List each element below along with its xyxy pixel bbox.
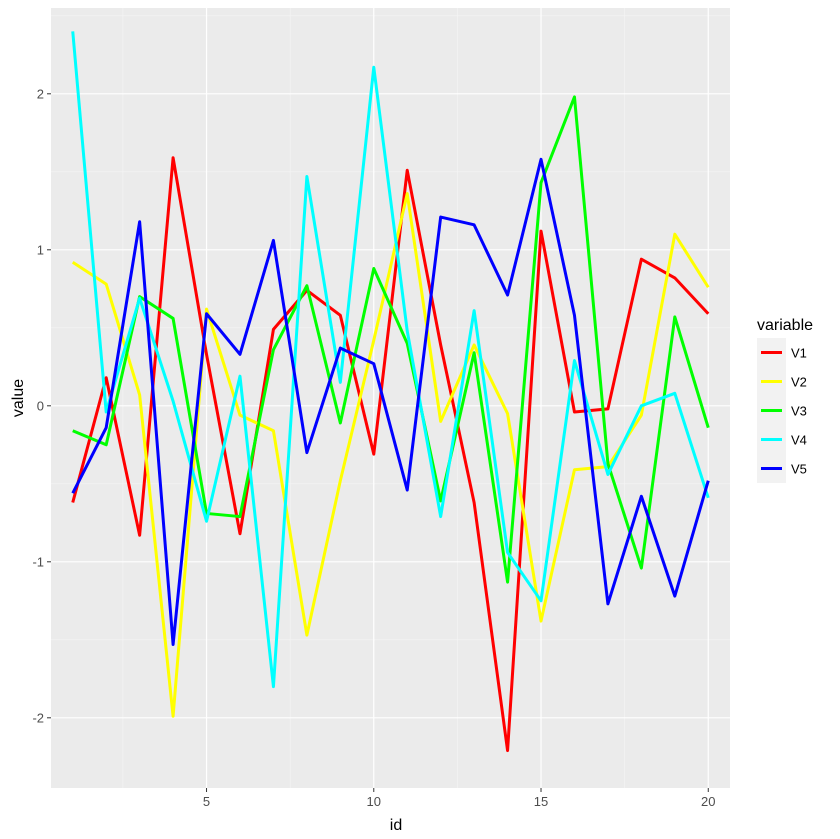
x-tick-label: 5 xyxy=(203,794,210,809)
legend-item-v1: V1 xyxy=(757,338,807,367)
legend-items: V1 V2 V3 V4 V5 xyxy=(757,338,807,483)
legend-label: V4 xyxy=(791,433,807,448)
y-tick-label: -2 xyxy=(32,710,44,725)
legend-item-v3: V3 xyxy=(757,396,807,425)
y-tick-label: 0 xyxy=(37,398,44,413)
panel-background xyxy=(51,8,730,788)
series-line-v2 xyxy=(71,192,710,718)
legend-label: V2 xyxy=(791,375,807,390)
series-lines xyxy=(71,31,710,753)
x-tick-label: 15 xyxy=(534,794,548,809)
x-tick-label: 10 xyxy=(367,794,381,809)
major-gridlines xyxy=(51,8,730,788)
y-axis-title: value xyxy=(10,379,27,417)
legend-item-v4: V4 xyxy=(757,425,807,454)
minor-gridlines xyxy=(51,8,730,788)
axis-tick-labels: 5 10 15 20 -2 -1 0 1 2 xyxy=(32,86,715,809)
legend: variable V1 V2 V3 V4 V5 xyxy=(757,317,813,483)
series-line-v4 xyxy=(71,31,710,689)
legend-label: V3 xyxy=(791,404,807,419)
y-tick-label: 2 xyxy=(37,86,44,101)
axis-ticks xyxy=(47,93,709,792)
legend-title: variable xyxy=(757,317,813,334)
series-line-v3 xyxy=(72,95,710,584)
legend-item-v2: V2 xyxy=(757,367,807,396)
series-line-v5 xyxy=(71,157,710,646)
legend-item-v5: V5 xyxy=(757,454,807,483)
y-tick-label: 1 xyxy=(37,242,44,257)
legend-label: V1 xyxy=(791,346,807,361)
x-tick-label: 20 xyxy=(701,794,715,809)
x-axis-title: id xyxy=(390,817,402,834)
legend-label: V5 xyxy=(791,462,807,477)
y-tick-label: -1 xyxy=(32,554,44,569)
